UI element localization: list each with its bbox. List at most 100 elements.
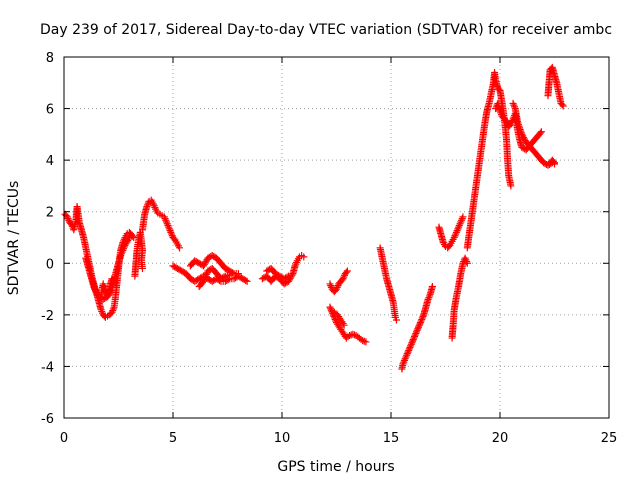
data-point [452,228,460,236]
data-point [149,200,157,208]
data-point [343,267,351,275]
data-point [413,326,421,334]
data-point [333,283,341,291]
data-point [410,334,418,342]
data-point [414,325,422,333]
data-point [359,337,367,345]
y-tick-label: 8 [46,51,54,66]
x-tick-label: 5 [169,431,177,446]
data-point [559,102,567,110]
data-point [457,216,465,224]
data-point [405,345,413,353]
data-point [414,323,422,331]
data-point [165,223,173,231]
y-tick-label: 4 [46,154,54,169]
data-point [226,271,234,279]
data-point [125,235,133,243]
axis-ticks: 0 5 10 15 20 25 -6 -4 -2 0 2 4 6 8 [41,51,617,446]
data-point [220,273,228,281]
data-point [342,268,350,276]
data-point [403,350,411,358]
data-point [125,234,133,241]
data-point [339,275,347,283]
data-point [242,276,250,284]
data-point [424,295,432,303]
data-point [234,270,242,278]
data-point [409,337,417,345]
data-point [243,277,251,285]
data-point [411,333,419,341]
data-point [340,273,348,281]
data-point [400,356,408,364]
data-point [202,270,210,278]
data-point [164,221,172,229]
data-point [200,276,208,284]
data-point [426,292,434,300]
data-point [416,319,424,327]
data-point [463,258,471,266]
data-point [161,215,169,223]
data-point [419,312,427,320]
data-point [503,117,511,125]
x-tick-label: 15 [383,431,400,446]
data-point [496,107,504,115]
data-point [549,157,557,165]
y-tick-label: -4 [41,360,54,375]
data-point [362,338,370,346]
data-point [326,280,334,288]
data-point [452,230,460,238]
data-point [144,201,152,209]
data-point [120,243,128,251]
data-point [406,343,414,351]
data-point [400,358,408,366]
y-tick-label: -6 [41,412,54,427]
data-point [349,330,357,338]
data-point [138,264,146,272]
data-point [453,227,461,235]
data-point [456,220,464,228]
data-point [537,128,545,136]
data-point [463,259,471,267]
y-tick-label: 2 [46,206,54,221]
data-point [285,272,293,280]
data-point [117,252,125,260]
data-point [293,258,301,266]
data-point [408,339,416,347]
data-point [461,254,469,262]
data-point [162,216,170,224]
data-point [109,305,117,313]
data-point [118,248,126,256]
data-point [411,331,419,339]
data-point [63,213,71,221]
data-point [457,218,465,226]
data-point [292,260,300,268]
data-point [360,337,368,345]
data-point [327,282,335,290]
data-point [120,245,128,253]
data-point [167,228,175,236]
data-points [61,63,567,373]
data-point [454,225,462,233]
data-point [417,317,425,325]
data-point [168,230,176,238]
data-point [497,109,505,117]
x-tick-label: 10 [274,431,291,446]
data-point [109,307,117,315]
data-point [418,314,426,322]
y-axis-label: SDTVAR / TECUs [6,181,22,296]
data-point [399,360,407,368]
x-tick-label: 25 [601,431,618,446]
y-tick-label: 0 [46,257,54,272]
data-point [160,213,168,221]
data-point [288,271,296,279]
data-point [143,203,151,211]
data-point [163,220,171,228]
plot-frame [63,56,610,419]
data-point [413,328,421,336]
data-point [108,308,116,316]
data-point [407,342,415,350]
y-tick-label: 6 [46,103,54,118]
data-point [558,101,566,109]
data-point [509,99,517,107]
data-point [165,225,173,233]
